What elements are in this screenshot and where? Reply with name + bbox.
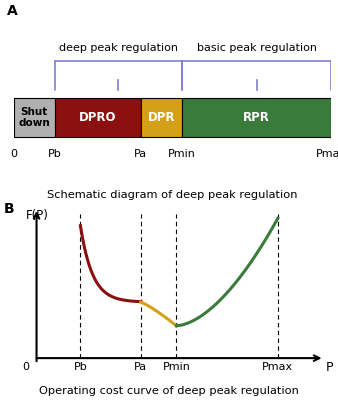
Text: 0: 0 <box>10 149 17 159</box>
Text: Shut
down: Shut down <box>18 107 50 128</box>
Text: F(P): F(P) <box>26 210 48 222</box>
Text: Pa: Pa <box>134 362 147 372</box>
Text: P: P <box>326 361 334 374</box>
Text: 0: 0 <box>22 362 29 372</box>
Text: Pmin: Pmin <box>168 149 196 159</box>
Bar <box>182 98 331 137</box>
Text: Pb: Pb <box>48 149 62 159</box>
Text: Pmax: Pmax <box>262 362 293 372</box>
Bar <box>141 98 182 137</box>
Text: Schematic diagram of deep peak regulation: Schematic diagram of deep peak regulatio… <box>47 190 298 200</box>
Text: deep peak regulation: deep peak regulation <box>59 43 178 53</box>
Bar <box>55 98 141 137</box>
Bar <box>14 98 55 137</box>
Text: Pmin: Pmin <box>163 362 190 372</box>
Text: DPRO: DPRO <box>79 111 117 124</box>
Text: Pa: Pa <box>134 149 147 159</box>
Text: Pmax: Pmax <box>316 149 338 159</box>
Text: Operating cost curve of deep peak regulation: Operating cost curve of deep peak regula… <box>39 386 299 396</box>
Text: Pb: Pb <box>74 362 87 372</box>
Text: A: A <box>7 4 18 18</box>
Text: B: B <box>3 202 14 216</box>
Text: RPR: RPR <box>243 111 270 124</box>
Text: DPR: DPR <box>147 111 175 124</box>
Text: basic peak regulation: basic peak regulation <box>197 43 317 53</box>
